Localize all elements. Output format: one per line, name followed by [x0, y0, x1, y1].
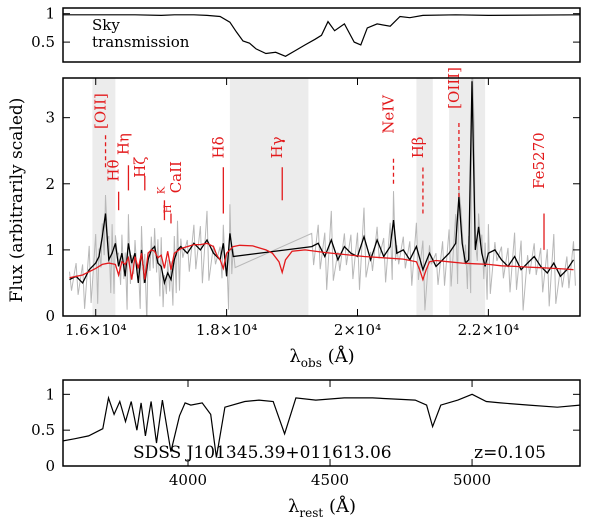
line-label: [OIII] — [445, 67, 463, 109]
rest-spectrum-line — [63, 393, 580, 458]
x-axis-label-obs: λobs (Å) — [289, 345, 354, 370]
y-tick-label: 0 — [45, 457, 55, 475]
object-name: SDSS J101345.39+011613.06 — [133, 443, 392, 463]
x-tick-label: 2×10⁴ — [334, 321, 381, 339]
x-axis-symbol: λ — [288, 496, 299, 517]
sky-panel-frame — [62, 7, 581, 63]
line-label: CaII — [167, 161, 185, 193]
observed-spectrum-line — [69, 81, 575, 286]
line-label: Hβ — [409, 137, 427, 159]
line-label: Hη — [114, 133, 132, 155]
x-tick-label: 5000 — [453, 471, 491, 489]
line-label: Hθ — [105, 159, 123, 181]
x-tick-label: 2.2×10⁴ — [458, 321, 520, 339]
y-tick-label: 3 — [45, 109, 55, 127]
axis-ticks-obs: 1.6×10⁴ 1.8×10⁴ 2×10⁴ 2.2×10⁴ 0 1 2 3 — [45, 78, 580, 339]
line-label: [OII] — [92, 93, 110, 129]
observed-panel-frame — [62, 77, 581, 317]
y-tick-label: 1 — [45, 241, 55, 259]
line-label: H — [163, 204, 174, 213]
x-axis-unit: (Å) — [323, 495, 356, 517]
rest-panel-frame — [62, 379, 581, 467]
y-tick-label: 1 — [45, 385, 55, 403]
y-tick-label: 0 — [45, 307, 55, 325]
line-label: Hζ — [131, 157, 149, 178]
telluric-shaded-region — [416, 78, 433, 316]
x-axis-symbol: λ — [289, 346, 300, 367]
y-tick-label: 0.5 — [31, 33, 55, 51]
axis-ticks-sky: 0.51 — [31, 5, 580, 51]
x-tick-label: 1.8×10⁴ — [196, 321, 258, 339]
y-tick-label: 2 — [45, 175, 55, 193]
x-axis-subscript: obs — [301, 356, 322, 370]
x-tick-label: 4000 — [169, 471, 207, 489]
line-label: Fe5270 — [530, 132, 548, 189]
telluric-shaded-region — [229, 78, 309, 316]
sky-transmission-line — [63, 14, 580, 57]
sky-label: transmission — [92, 33, 190, 51]
redshift-label: z=0.105 — [474, 443, 546, 463]
sky-label: Sky — [92, 16, 120, 34]
y-tick-label: 1 — [45, 5, 55, 23]
x-axis-label-rest: λrest (Å) — [288, 495, 356, 520]
model-spectrum-line — [69, 242, 574, 282]
y-axis-label: Flux (arbitrarily scaled) — [7, 98, 27, 303]
line-label: NeIV — [379, 94, 397, 134]
x-tick-label: 1.6×10⁴ — [65, 321, 127, 339]
y-tick-label: 0.5 — [31, 421, 55, 439]
x-tick-label: 4500 — [311, 471, 349, 489]
line-label: Hγ — [268, 136, 286, 158]
line-label: K — [156, 186, 167, 194]
x-axis-unit: (Å) — [322, 345, 355, 367]
line-label: Hδ — [209, 136, 227, 158]
x-axis-subscript: rest — [299, 506, 323, 520]
error-spectrum — [69, 78, 576, 316]
axis-ticks-rest: 4000 4500 5000 0 0.5 1 — [31, 380, 580, 489]
